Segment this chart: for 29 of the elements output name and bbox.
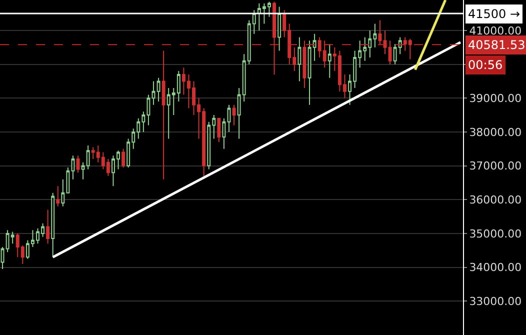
- candlestick: [222, 118, 226, 150]
- ref-line-label: 40581.53: [468, 38, 526, 52]
- candlestick: [122, 148, 126, 168]
- candlestick: [217, 118, 221, 143]
- y-tick-label: 36000.00: [469, 194, 522, 206]
- candlestick: [278, 6, 282, 52]
- candlestick: [152, 80, 156, 106]
- candlestick: [298, 36, 302, 82]
- candlestick: [232, 104, 236, 126]
- y-tick-label: 33000.00: [469, 295, 522, 308]
- candlestick: [227, 104, 231, 132]
- candlestick: [308, 40, 312, 106]
- candlestick: [388, 40, 392, 65]
- candlestick: [328, 43, 332, 78]
- y-tick-label: 35000.00: [469, 227, 522, 240]
- candlestick: [76, 155, 80, 174]
- candlestick: [162, 50, 166, 180]
- y-tick-label: 39000.00: [469, 92, 522, 105]
- candlestick: [312, 33, 316, 62]
- y-tick-label: 41000.00: [469, 24, 522, 38]
- y-tick-label: 34000.00: [469, 261, 522, 274]
- candlestick: [51, 192, 55, 258]
- candlestick: [156, 77, 160, 102]
- candlestick: [56, 186, 60, 207]
- y-tick-label: 38000.00: [469, 126, 522, 139]
- candlestick: [46, 209, 50, 244]
- text: 00:56: [468, 58, 503, 72]
- y-tick-label: 37000.00: [469, 160, 522, 173]
- ref-line-label: 41500 →: [468, 7, 520, 21]
